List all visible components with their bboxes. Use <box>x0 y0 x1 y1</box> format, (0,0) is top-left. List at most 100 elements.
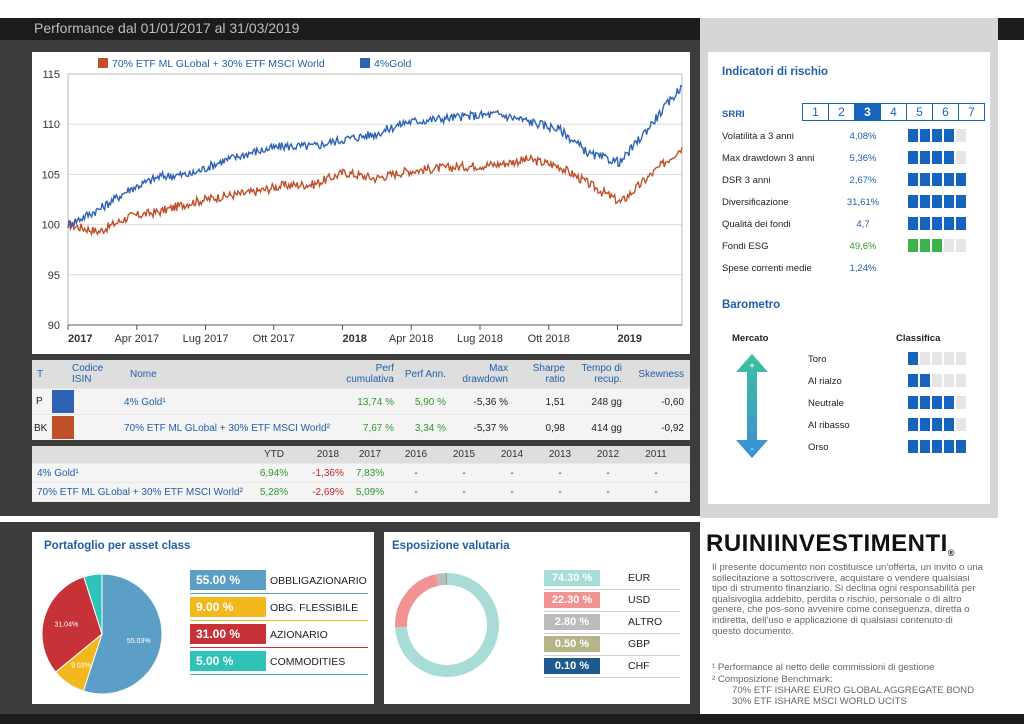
year-value: - <box>414 487 418 498</box>
currency-pct: 74.30 % <box>544 570 600 586</box>
risk-level-bars <box>908 195 966 208</box>
legend-label-benchmark: 70% ETF ML GLobal + 30% ETF MSCI World <box>112 58 325 70</box>
mercato-label: Mercato <box>732 333 769 344</box>
row-skew: -0,92 <box>661 423 684 434</box>
year-header: 2015 <box>452 449 476 460</box>
row-mdd: -5,36 % <box>473 397 508 408</box>
pie-slice-label: 55.03% <box>127 638 151 645</box>
risk-label: Spese correnti medie <box>722 263 812 274</box>
asset-class-label: OBBLIGAZIONARIO <box>270 575 367 587</box>
col-mdd: Max drawdown <box>462 363 508 385</box>
level-cell <box>932 352 942 365</box>
disclaimer-text: Il presente documento non costituisce un… <box>712 562 983 637</box>
table-header-row <box>32 360 690 388</box>
market-arrow-icon: + - <box>736 354 768 458</box>
risk-level-bars <box>908 151 966 164</box>
srri-cell: 4 <box>881 104 907 120</box>
x-tick-label: Lug 2018 <box>457 333 503 345</box>
risk-label: Diversificazione <box>722 197 789 208</box>
barometer-level-bars <box>908 396 966 409</box>
barometer-label: Toro <box>808 354 827 365</box>
barometer-label: Neutrale <box>808 398 844 409</box>
level-cell <box>908 396 918 409</box>
risk-value: 1,24% <box>849 263 877 274</box>
donut-segment <box>395 574 439 628</box>
risk-label: Volatilità a 3 anni <box>722 131 794 142</box>
risk-value: 4,08% <box>849 131 877 142</box>
asset-class-rule <box>190 674 368 675</box>
currency-pct: 2.80 % <box>544 614 600 630</box>
year-value: - <box>510 487 514 498</box>
footer-strip <box>0 714 1024 724</box>
pie-slice <box>83 573 103 635</box>
asset-class-pct: 9.00 % <box>190 597 266 617</box>
asset-class-label: COMMODITIES <box>270 656 346 668</box>
srri-cell: 3 <box>855 104 881 120</box>
level-cell <box>908 418 918 431</box>
row-name: 70% ETF ML GLobal + 30% ETF MSCI World² <box>37 487 243 498</box>
row-mdd: -5,37 % <box>473 423 508 434</box>
risk-value: 4,7 <box>856 219 870 230</box>
x-tick-label: Ott 2018 <box>528 333 570 345</box>
registered-mark: ® <box>947 548 955 558</box>
x-tick-label: 2018 <box>342 333 366 345</box>
col-perf: Perf cumulativa <box>346 363 394 385</box>
footnote-3: 70% ETF ISHARE EURO GLOBAL AGGREGATE BON… <box>732 685 975 696</box>
year-header: 2018 <box>316 449 340 460</box>
row-sharpe: 0,98 <box>545 423 565 434</box>
page-title: Performance dal 01/01/2017 al 31/03/2019 <box>34 20 300 36</box>
performance-chart: 70% ETF ML GLobal + 30% ETF MSCI World 4… <box>32 52 690 354</box>
risk-level-bars <box>908 217 966 230</box>
year-header: 2016 <box>404 449 428 460</box>
year-value: - <box>462 468 466 479</box>
level-cell <box>944 374 954 387</box>
year-value: 7,83% <box>355 468 385 479</box>
pie-slice-label: 9.03% <box>71 663 91 670</box>
classifica-label: Classifica <box>896 333 941 344</box>
donut-segment <box>395 573 499 677</box>
footnote-4: 30% ETF ISHARE MSCI WORLD UCITS <box>732 696 907 707</box>
year-header: 2017 <box>358 449 382 460</box>
year-header: 2013 <box>548 449 572 460</box>
row-name: 4% Gold¹ <box>124 397 166 408</box>
level-cell <box>920 440 930 453</box>
x-tick-label: 2017 <box>68 333 92 345</box>
currency-rule <box>544 611 680 612</box>
srri-cell: 6 <box>933 104 959 120</box>
row-sharpe: 1,51 <box>545 397 565 408</box>
y-tick-label: 95 <box>48 270 60 282</box>
risk-label: Max drawdown 3 anni <box>722 153 815 164</box>
barometer-level-bars <box>908 374 966 387</box>
year-value: - <box>654 468 658 479</box>
year-value: - <box>510 468 514 479</box>
year-value: - <box>654 487 658 498</box>
level-cell <box>944 418 954 431</box>
year-value: 6,94% <box>259 468 289 479</box>
level-cell <box>920 374 930 387</box>
srri-cell: 1 <box>803 104 829 120</box>
srri-cell: 2 <box>829 104 855 120</box>
currency-rule <box>544 589 680 590</box>
currency-label: USD <box>628 594 651 606</box>
level-cell <box>944 217 954 230</box>
performance-table: T Codice ISIN Nome Perf cumulativa Perf … <box>32 360 690 440</box>
table-row <box>32 464 690 482</box>
year-header: 2011 <box>645 449 667 460</box>
risk-level-bars <box>908 129 966 142</box>
risk-value: 5,36% <box>849 153 877 164</box>
chart-grid <box>67 73 683 326</box>
year-value: -2,69% <box>312 487 344 498</box>
series-color-swatch <box>52 390 74 413</box>
level-cell <box>932 217 942 230</box>
asset-class-pct: 5.00 % <box>190 651 266 671</box>
asset-class-rule <box>190 593 368 594</box>
level-cell <box>932 440 942 453</box>
x-tick-label: Apr 2017 <box>114 333 159 345</box>
level-cell <box>944 239 954 252</box>
asset-class-label: OBG. FLESSIBILE <box>270 602 359 614</box>
table-header-row <box>32 446 690 463</box>
risk-label: Fondi ESG <box>722 241 769 252</box>
col-rec: Tempo di recup. <box>581 363 622 385</box>
level-cell <box>920 129 930 142</box>
risk-value: 31,61% <box>846 197 880 208</box>
